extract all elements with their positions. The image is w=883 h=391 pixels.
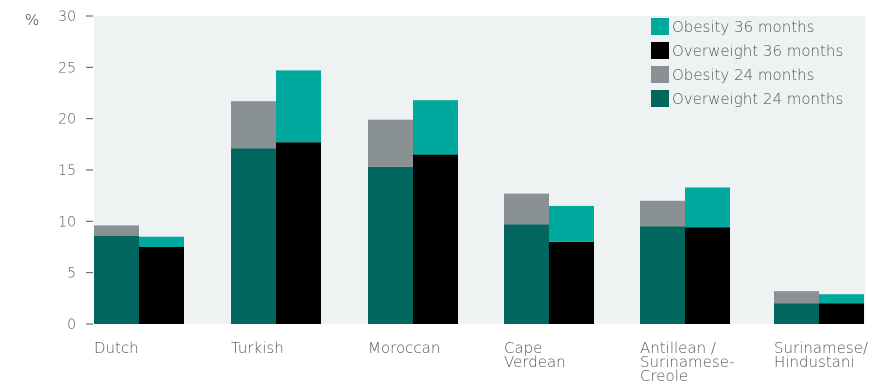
bar-segment-overweight-24-months (504, 224, 549, 324)
x-category-label-line: Surinamese- (640, 353, 734, 371)
bar-segment-overweight-24-months (640, 226, 685, 324)
legend-swatch (651, 18, 669, 35)
y-axis: 0 5 10 15 20 25 30 (58, 9, 93, 333)
legend-item-label: Obesity 24 months (672, 66, 814, 84)
x-category-label-line: Cape (504, 339, 542, 357)
bar-segment-overweight-36-months (685, 227, 730, 324)
x-category-label-line: Antillean / (640, 339, 716, 357)
y-tick-label: 5 (67, 266, 76, 282)
bar-segment-overweight-36-months (276, 142, 321, 324)
bar-segment-overweight-24-months (94, 235, 139, 324)
bar-segment-obesity-24-months (368, 119, 413, 167)
legend: Obesity 36 months Overweight 36 months Obe… (651, 18, 843, 108)
x-category-label: Turkish (231, 339, 284, 357)
y-tick-label: 15 (58, 163, 76, 179)
bar-segment-obesity-36-months (685, 187, 730, 228)
bar-series (94, 70, 864, 324)
legend-swatch (651, 90, 669, 107)
x-axis-category-labels: Dutch Turkish Moroccan Cape Verdean Antillean… (94, 339, 868, 385)
bar-segment-overweight-24-months (774, 303, 819, 324)
y-axis-unit-label: % (25, 11, 39, 29)
bar-segment-obesity-24-months (774, 291, 819, 304)
y-tick-label: 25 (58, 60, 76, 76)
bar-segment-overweight-36-months (819, 303, 864, 324)
x-category-label-line: Moroccan (368, 339, 440, 357)
plot-area (94, 16, 865, 324)
bar-segment-overweight-36-months (413, 154, 458, 324)
x-category-label: Surinamese/Hindustani (774, 339, 868, 371)
bar-segment-obesity-36-months (276, 70, 321, 143)
legend-item-label: Overweight 24 months (672, 90, 843, 108)
x-category-label-line: Hindustani (774, 353, 855, 371)
x-category-label-line: Creole (640, 367, 688, 385)
x-category-label: Cape Verdean (504, 339, 566, 371)
legend-swatch (651, 42, 669, 59)
bar-segment-obesity-24-months (231, 101, 276, 149)
bar-segment-overweight-24-months (231, 148, 276, 324)
bar-segment-obesity-36-months (549, 205, 594, 242)
x-category-label-line: Turkish (231, 339, 284, 357)
bar-segment-overweight-36-months (139, 247, 184, 324)
y-tick-label: 0 (67, 317, 76, 333)
bar-segment-overweight-36-months (549, 241, 594, 324)
bar-segment-obesity-36-months (413, 100, 458, 155)
x-category-label: Antillean / Surinamese-Creole (640, 339, 734, 385)
x-category-label: Moroccan (368, 339, 440, 357)
legend-item-label: Obesity 36 months (672, 18, 814, 36)
x-category-label-line: Dutch (94, 339, 139, 357)
legend-item-label: Overweight 36 months (672, 42, 843, 60)
bar-segment-obesity-24-months (94, 225, 139, 236)
y-tick-label: 20 (58, 112, 76, 128)
bar-segment-obesity-36-months (819, 294, 864, 304)
x-category-label: Dutch (94, 339, 139, 357)
bar-segment-overweight-24-months (368, 166, 413, 324)
bar-segment-obesity-24-months (640, 200, 685, 227)
bar-segment-obesity-36-months (139, 236, 184, 247)
legend-swatch (651, 66, 669, 83)
y-tick-label: 10 (58, 214, 76, 230)
bar-segment-obesity-24-months (504, 193, 549, 225)
x-category-label-line: Verdean (504, 353, 566, 371)
x-category-label-line: Surinamese/ (774, 339, 868, 357)
y-tick-label: 30 (58, 9, 76, 25)
